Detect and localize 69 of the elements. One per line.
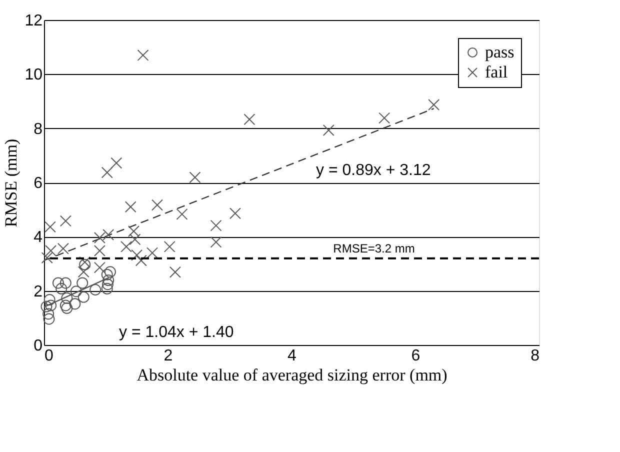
point: [94, 245, 106, 256]
point: [102, 274, 114, 286]
point: [43, 313, 55, 325]
point: [94, 262, 106, 274]
x-tick-label: 6: [411, 348, 420, 364]
point: [120, 240, 132, 252]
y-axis-title: RMSE (mm): [2, 138, 21, 228]
y-tick-label: 12: [24, 12, 43, 30]
point: [131, 249, 143, 261]
point: [102, 229, 114, 241]
point: [210, 236, 222, 248]
point: [129, 234, 141, 246]
point: [101, 166, 113, 178]
point: [70, 286, 82, 298]
point: [52, 277, 64, 289]
point: [102, 278, 114, 290]
annotation: y = 1.04x + 1.40: [119, 324, 234, 341]
point: [110, 157, 122, 169]
point: [229, 208, 241, 220]
point: [124, 201, 136, 213]
x-axis-title: Absolute value of averaged sizing error (mm): [136, 366, 448, 384]
point: [428, 99, 440, 111]
y-tick-label: 10: [24, 66, 43, 84]
point: [378, 112, 390, 124]
point: [76, 277, 88, 289]
point: [135, 254, 147, 266]
point: [128, 226, 140, 237]
point: [169, 266, 181, 278]
point: [101, 268, 113, 280]
point: [151, 199, 163, 211]
point: [40, 300, 52, 312]
point: [244, 114, 256, 126]
point: [61, 292, 73, 304]
x-tick-label: 2: [164, 348, 173, 364]
point: [101, 282, 113, 294]
point: [60, 300, 72, 312]
point: [41, 252, 53, 264]
point: [78, 291, 90, 303]
point: [322, 124, 334, 136]
point: [210, 220, 222, 232]
point: [56, 282, 68, 294]
point: [60, 277, 72, 289]
y-tick-label: 4: [34, 229, 43, 246]
x-tick-label: 4: [288, 348, 297, 364]
point: [79, 256, 91, 268]
legend-label: fail: [485, 62, 508, 82]
y-tick-label: 8: [34, 120, 43, 138]
point: [69, 298, 81, 310]
point: [60, 215, 72, 227]
y-tick-label: 6: [34, 175, 43, 192]
point: [164, 240, 176, 252]
point: [44, 221, 56, 233]
ref-line-label: RMSE=3.2 mm: [333, 241, 415, 256]
legend-label: pass: [485, 42, 514, 62]
point: [94, 232, 106, 244]
point: [104, 266, 116, 278]
point: [189, 172, 201, 184]
y-tick-label: 2: [34, 283, 43, 300]
point: [176, 208, 188, 220]
point: [90, 284, 102, 296]
x-tick-label: 0: [44, 348, 54, 364]
point: [42, 308, 54, 320]
x-tick-label: 8: [530, 348, 540, 364]
point: [61, 302, 73, 314]
point: [45, 300, 57, 312]
point: [137, 49, 149, 61]
annotation: y = 0.89x + 3.12: [316, 162, 431, 179]
point: [146, 247, 158, 259]
point: [44, 294, 56, 306]
